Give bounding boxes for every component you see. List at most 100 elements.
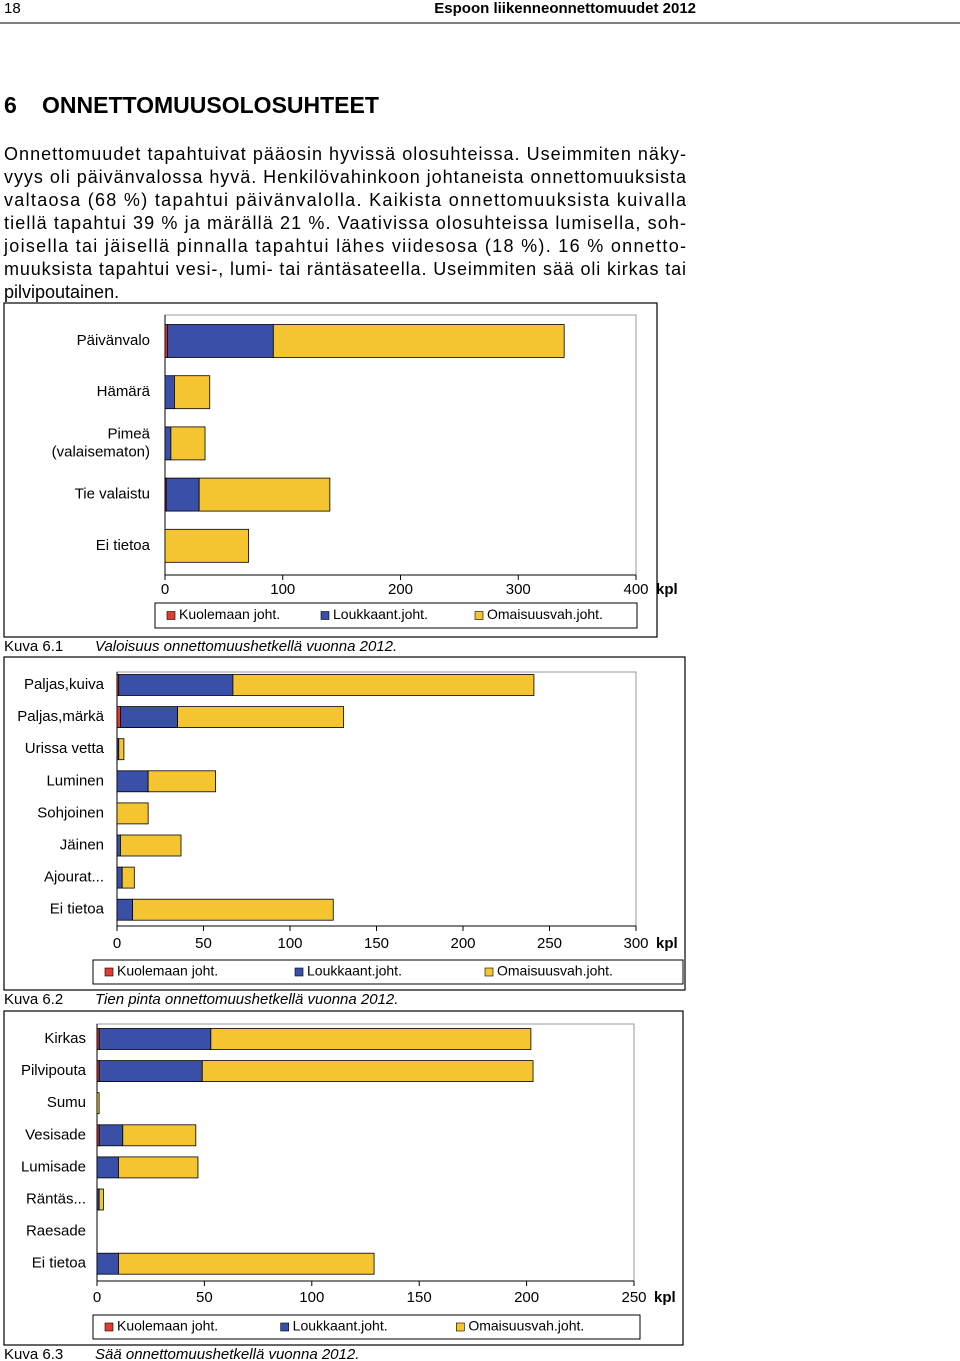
bar-segment <box>120 834 182 857</box>
bar-segment <box>118 1252 375 1275</box>
bar-segment <box>116 706 121 728</box>
bar-segment <box>132 898 334 921</box>
x-tick-label: 150 <box>364 935 389 952</box>
x-tick-label: 50 <box>195 935 212 952</box>
category-label: Ajourat... <box>44 869 104 886</box>
x-tick-label: 150 <box>407 1289 432 1306</box>
x-axis-label: kpl <box>656 935 678 952</box>
legend-label: Loukkaant.joht. <box>293 1318 388 1334</box>
legend-label: Omaisuusvah.joht. <box>497 963 613 979</box>
x-tick-label: 200 <box>388 581 413 598</box>
bar-segment <box>118 674 234 696</box>
bar-segment <box>116 802 149 825</box>
caption-number: Kuva 6.1 <box>4 638 63 655</box>
paragraph-line: valtaosa (68 %) tapahtui päivänvalolla. … <box>4 190 687 210</box>
legend-swatch <box>294 967 304 977</box>
caption-number: Kuva 6.3 <box>4 1346 63 1361</box>
bar-segment <box>98 1060 203 1082</box>
category-label: Sumu <box>47 1094 86 1111</box>
x-tick-label: 200 <box>450 935 475 952</box>
bar-segment <box>121 866 135 889</box>
paragraph-line: Onnettomuudet tapahtuivat pääosin hyviss… <box>4 144 686 164</box>
page-number: 18 <box>4 0 21 17</box>
chart-frame <box>3 1010 684 1346</box>
legend-frame <box>92 959 684 985</box>
category-label: Ei tietoa <box>96 537 151 554</box>
bar-segment <box>98 1028 212 1050</box>
category-label: Ei tietoa <box>50 901 105 918</box>
bar-segment <box>198 477 331 512</box>
x-tick-label: 0 <box>113 935 121 952</box>
bar-segment <box>118 1156 199 1179</box>
bar-segment <box>164 528 250 563</box>
bar-segment <box>210 1028 532 1050</box>
chart-frame <box>3 656 686 991</box>
running-title: Espoon liikenneonnettomuudet 2012 <box>434 0 696 17</box>
section-title: ONNETTOMUUSOLOSUHTEET <box>42 92 379 118</box>
chart-frame <box>3 302 658 638</box>
bar-segment <box>96 1252 119 1275</box>
x-tick-label: 50 <box>196 1289 213 1306</box>
category-label: Paljas,kuiva <box>24 676 105 693</box>
category-label: Jäinen <box>60 836 104 853</box>
category-label: Hämärä <box>97 383 151 400</box>
legend-swatch <box>484 967 494 977</box>
caption: Tien pinta onnettomuushetkellä vuonna 20… <box>95 991 398 1008</box>
x-tick-label: 400 <box>623 581 648 598</box>
caption: Valoisuus onnettomuushetkellä vuonna 201… <box>95 638 397 655</box>
bar-segment <box>165 477 200 512</box>
legend-swatch <box>166 611 176 620</box>
x-tick-label: 100 <box>299 1289 324 1306</box>
legend-label: Loukkaant.joht. <box>307 963 402 979</box>
legend-label: Kuolemaan joht. <box>117 963 218 979</box>
bar-segment <box>170 426 206 461</box>
x-tick-label: 100 <box>270 581 295 598</box>
bar-segment <box>116 834 121 857</box>
paragraph-line: joisella tai jäisellä pinnalla tapahtui … <box>3 236 686 256</box>
legend-swatch <box>456 1322 465 1332</box>
bar-segment <box>98 1188 104 1211</box>
bar-segment <box>272 324 565 358</box>
legend-label: Kuolemaan joht. <box>179 606 280 622</box>
x-tick-label: 0 <box>161 581 169 598</box>
category-label: Sohjoinen <box>37 804 104 821</box>
bar-segment <box>201 1060 534 1082</box>
bar-segment <box>96 1092 100 1115</box>
x-tick-label: 300 <box>623 935 648 952</box>
x-axis-label: kpl <box>654 1289 676 1306</box>
legend-swatch <box>474 611 484 620</box>
bar-segment <box>232 674 535 696</box>
paragraph-line: pilvipoutainen. <box>4 282 119 302</box>
bar-segment <box>147 770 217 793</box>
paragraph-line: tiellä tapahtui 39 % ja märällä 21 %. Va… <box>4 213 686 233</box>
x-tick-label: 250 <box>537 935 562 952</box>
category-label: Pimeä (valaisematon) <box>52 425 151 460</box>
bar-segment <box>98 1124 124 1147</box>
bar-segment <box>164 375 175 410</box>
category-label: Räntäs... <box>26 1190 86 1207</box>
bar-segment <box>166 324 274 358</box>
x-tick-label: 0 <box>93 1289 101 1306</box>
paragraph-line: muuksista tapahtui vesi-, lumi- tai ränt… <box>4 259 686 279</box>
category-label: Lumisade <box>21 1158 86 1175</box>
caption: Sää onnettomuushetkellä vuonna 2012. <box>95 1346 359 1361</box>
legend-swatch <box>104 1322 114 1332</box>
bar-segment <box>116 898 133 921</box>
paragraph-line: vyys oli päivänvalossa hyvä. Henkilövahi… <box>4 167 687 187</box>
x-tick-label: 250 <box>621 1289 646 1306</box>
x-axis-label: kpl <box>656 581 678 598</box>
legend-label: Loukkaant.joht. <box>333 606 428 622</box>
legend-swatch <box>280 1322 289 1332</box>
legend-swatch <box>104 967 114 977</box>
bar-segment <box>116 770 149 793</box>
category-label: Kirkas <box>44 1030 86 1047</box>
legend-label: Omaisuusvah.joht. <box>468 1318 584 1334</box>
category-label: Tie valaistu <box>75 486 150 503</box>
bar-segment <box>174 375 211 410</box>
category-label: Luminen <box>46 772 104 789</box>
legend-frame <box>92 1314 641 1340</box>
bar-segment <box>96 1156 119 1179</box>
x-tick-label: 100 <box>277 935 302 952</box>
x-tick-label: 200 <box>514 1289 539 1306</box>
